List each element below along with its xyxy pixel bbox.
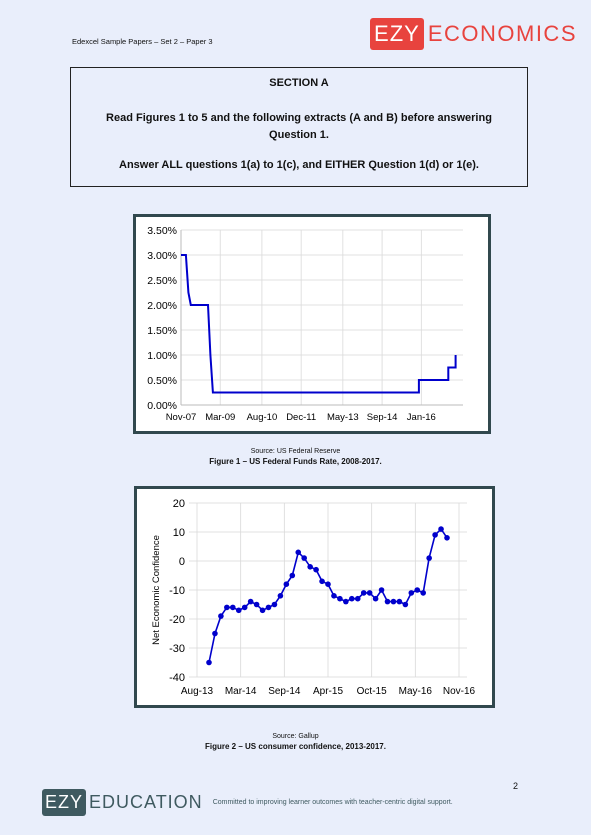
x-tick-label: May-13 bbox=[327, 412, 359, 423]
confidence-point bbox=[354, 595, 361, 602]
confidence-point bbox=[224, 604, 230, 611]
confidence-point bbox=[301, 555, 307, 561]
confidence-point bbox=[212, 630, 218, 637]
figure2-svg: -40 -30 -20 -10 0 10 20 Aug-13 Mar-14 Sep-14 Apr-1… bbox=[151, 498, 476, 697]
confidence-point bbox=[235, 607, 242, 614]
logo-ezy-box: EZY bbox=[370, 18, 424, 50]
x-tick-label: Nov-07 bbox=[166, 412, 197, 423]
x-tick-label: Aug-10 bbox=[247, 412, 278, 423]
y-tick-label: 20 bbox=[173, 498, 185, 510]
confidence-point bbox=[230, 604, 236, 611]
confidence-point bbox=[218, 613, 224, 619]
confidence-point bbox=[289, 572, 296, 579]
section-instruction-1: Read Figures 1 to 5 and the following ex… bbox=[106, 112, 492, 141]
x-tick-label: May-16 bbox=[399, 686, 433, 697]
figure2-caption: Figure 2 – US consumer confidence, 2013-… bbox=[205, 742, 386, 751]
figure1-source: Source: US Federal Reserve bbox=[250, 448, 341, 455]
confidence-point bbox=[277, 593, 284, 599]
x-tick-label: Nov-16 bbox=[443, 686, 476, 697]
confidence-point bbox=[253, 601, 260, 608]
confidence-point bbox=[247, 598, 254, 605]
x-tick-label: Dec-11 bbox=[286, 412, 316, 423]
confidence-point bbox=[349, 595, 355, 602]
footer-logo-ezy-box: EZY bbox=[42, 789, 87, 816]
logo-economics-word: ECONOMICS bbox=[427, 21, 577, 46]
y-tick-label: 2.00% bbox=[147, 300, 177, 312]
confidence-point bbox=[319, 578, 325, 585]
figure2-chart: -40 -30 -20 -10 0 10 20 Aug-13 Mar-14 Sep-14 Apr-1… bbox=[134, 486, 495, 708]
section-instruction-2: Answer ALL questions 1(a) to 1(c), and E… bbox=[119, 159, 479, 171]
confidence-point bbox=[307, 564, 313, 570]
confidence-point bbox=[402, 601, 409, 608]
x-tick-label: Mar-09 bbox=[205, 412, 235, 423]
y-tick-label: 0 bbox=[179, 556, 185, 568]
confidence-point bbox=[360, 590, 367, 596]
confidence-point bbox=[295, 549, 302, 556]
confidence-point bbox=[426, 555, 432, 561]
x-tick-label: Sep-14 bbox=[268, 686, 301, 697]
confidence-point bbox=[259, 607, 266, 614]
confidence-point bbox=[366, 590, 373, 596]
confidence-point bbox=[390, 598, 397, 605]
confidence-point bbox=[343, 598, 349, 605]
y-tick-label: 0.50% bbox=[147, 375, 177, 387]
y-tick-label: -20 bbox=[169, 614, 185, 626]
footer-tagline: Committed to improving learner outcomes … bbox=[212, 799, 453, 806]
figure1-chart: 0.00% 0.50% 1.00% 1.50% 2.00% 2.50% 3.00% 3.50%… bbox=[133, 214, 491, 434]
y-tick-label: 3.00% bbox=[147, 250, 177, 262]
figure2-source: Source: Gallup bbox=[272, 733, 319, 740]
ezy-economics-logo: EZY ECONOMICS bbox=[370, 18, 577, 50]
confidence-point bbox=[372, 595, 379, 602]
figure1-caption-block: Source: US Federal Reserve Figure 1 – US… bbox=[0, 448, 591, 466]
x-tick-label: Aug-13 bbox=[181, 686, 214, 697]
y-tick-label: 3.50% bbox=[147, 225, 177, 237]
confidence-point bbox=[420, 590, 427, 596]
figure2-caption-block: Source: Gallup Figure 2 – US consumer co… bbox=[0, 733, 591, 751]
x-tick-label: Apr-15 bbox=[313, 686, 343, 697]
footer-logo-education-word: EDUCATION bbox=[89, 792, 203, 812]
confidence-point bbox=[325, 581, 331, 587]
y-tick-label: 1.00% bbox=[147, 350, 177, 362]
figure1-svg: 0.00% 0.50% 1.00% 1.50% 2.00% 2.50% 3.00% 3.50%… bbox=[147, 225, 463, 423]
confidence-point bbox=[331, 593, 337, 599]
confidence-point bbox=[384, 598, 391, 605]
y-axis-title: Net Economic Confidence bbox=[151, 535, 162, 645]
y-tick-label: 10 bbox=[173, 527, 185, 539]
y-tick-label: 1.50% bbox=[147, 325, 177, 337]
confidence-point bbox=[313, 566, 319, 573]
y-tick-label: -30 bbox=[169, 643, 185, 655]
confidence-point bbox=[444, 535, 450, 541]
y-tick-label: -10 bbox=[169, 585, 185, 597]
confidence-point bbox=[241, 604, 248, 611]
confidence-point bbox=[265, 604, 272, 611]
confidence-point bbox=[432, 532, 438, 538]
confidence-point bbox=[438, 526, 444, 532]
confidence-point bbox=[396, 598, 403, 605]
confidence-point bbox=[414, 587, 421, 593]
header-paper-title: Edexcel Sample Papers – Set 2 – Paper 3 bbox=[72, 37, 213, 46]
confidence-point bbox=[337, 595, 343, 602]
y-tick-label: -40 bbox=[169, 672, 185, 684]
fed-funds-rate-line bbox=[181, 254, 457, 394]
section-a-box: SECTION A Read Figures 1 to 5 and the fo… bbox=[70, 67, 528, 187]
section-title: SECTION A bbox=[269, 77, 329, 89]
page-number: 2 bbox=[513, 781, 519, 791]
confidence-point bbox=[378, 587, 385, 593]
x-tick-label: Oct-15 bbox=[357, 686, 387, 697]
figure1-caption: Figure 1 – US Federal Funds Rate, 2008-2… bbox=[209, 457, 382, 466]
y-tick-label: 0.00% bbox=[147, 400, 177, 412]
x-tick-label: Mar-14 bbox=[225, 686, 257, 697]
confidence-point bbox=[408, 590, 415, 596]
y-tick-label: 2.50% bbox=[147, 275, 177, 287]
x-tick-label: Sep-14 bbox=[367, 412, 398, 423]
confidence-point bbox=[206, 659, 212, 666]
confidence-point bbox=[283, 581, 290, 587]
confidence-point bbox=[271, 601, 278, 608]
ezy-education-logo: EZY EDUCATION Committed to improving lea… bbox=[42, 789, 453, 816]
x-tick-label: Jan-16 bbox=[407, 412, 436, 423]
